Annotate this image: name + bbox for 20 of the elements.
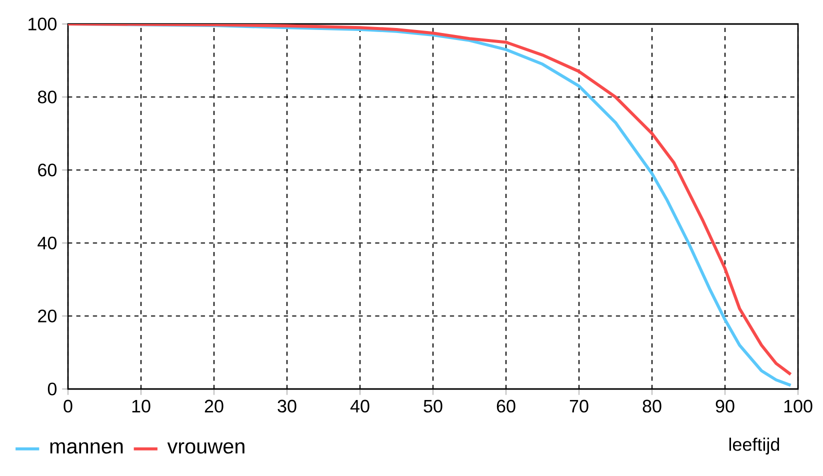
y-tick-label: 60 <box>38 164 57 176</box>
legend-label: vrouwen <box>167 442 244 454</box>
x-tick-label: 40 <box>350 400 370 413</box>
x-tick-label: 100 <box>784 400 812 413</box>
x-tick-label: 70 <box>570 400 588 413</box>
x-tick-label: 30 <box>278 400 296 413</box>
x-tick-label: 0 <box>64 400 72 413</box>
y-tick-label: 100 <box>28 18 57 30</box>
y-tick-label: 40 <box>38 236 57 250</box>
x-axis-title: leeftijd <box>729 438 780 454</box>
y-tick-label: 80 <box>38 90 57 104</box>
x-tick-label: 80 <box>642 400 662 413</box>
legend-label: mannen <box>50 442 123 454</box>
x-tick-label: 10 <box>132 400 150 413</box>
x-tick-label: 20 <box>204 400 224 413</box>
y-tick-label: 0 <box>48 382 57 396</box>
x-tick-label: 60 <box>496 400 516 413</box>
x-tick-label: 90 <box>716 400 734 413</box>
y-tick-label: 20 <box>38 310 57 322</box>
x-tick-label: 50 <box>424 400 442 413</box>
